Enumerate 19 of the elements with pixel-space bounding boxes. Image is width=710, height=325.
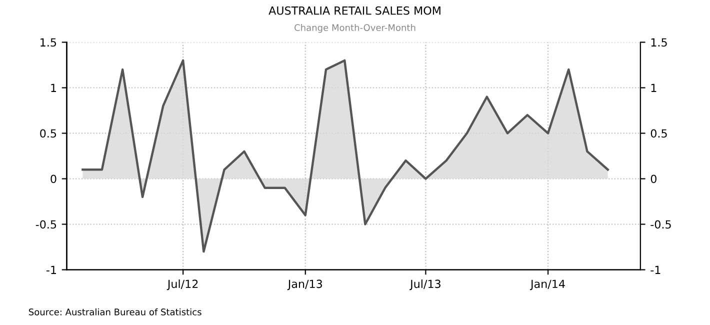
y2-tick-label: 0.5 xyxy=(650,129,667,138)
y2-tick-label: 1.5 xyxy=(651,38,667,47)
y2-tick-label: -1 xyxy=(650,266,660,274)
y-tick-label: -0.5 xyxy=(36,220,56,229)
y-tick-label: -1 xyxy=(46,266,56,274)
y2-tick-label: -0.5 xyxy=(650,220,671,229)
source-note: Source: Australian Bureau of Statistics xyxy=(28,308,202,316)
x-tick-label: Jul/13 xyxy=(409,279,440,290)
y-tick-label: 1.5 xyxy=(40,38,56,47)
x-tick-label: Jul/12 xyxy=(166,279,198,290)
y2-tick-label: 1 xyxy=(651,84,656,92)
y2-tick-label: 0 xyxy=(650,174,656,184)
x-tick-label: Jan/14 xyxy=(530,280,565,290)
x-tick-label: Jan/13 xyxy=(287,280,322,290)
chart-subtitle: Change Month-Over-Month xyxy=(294,24,416,33)
y-tick-label: 0.5 xyxy=(40,129,56,138)
y-tick-label: 1 xyxy=(51,84,56,92)
y-tick-label: 0 xyxy=(50,174,56,184)
chart-title: AUSTRALIA RETAIL SALES MOM xyxy=(268,6,440,15)
